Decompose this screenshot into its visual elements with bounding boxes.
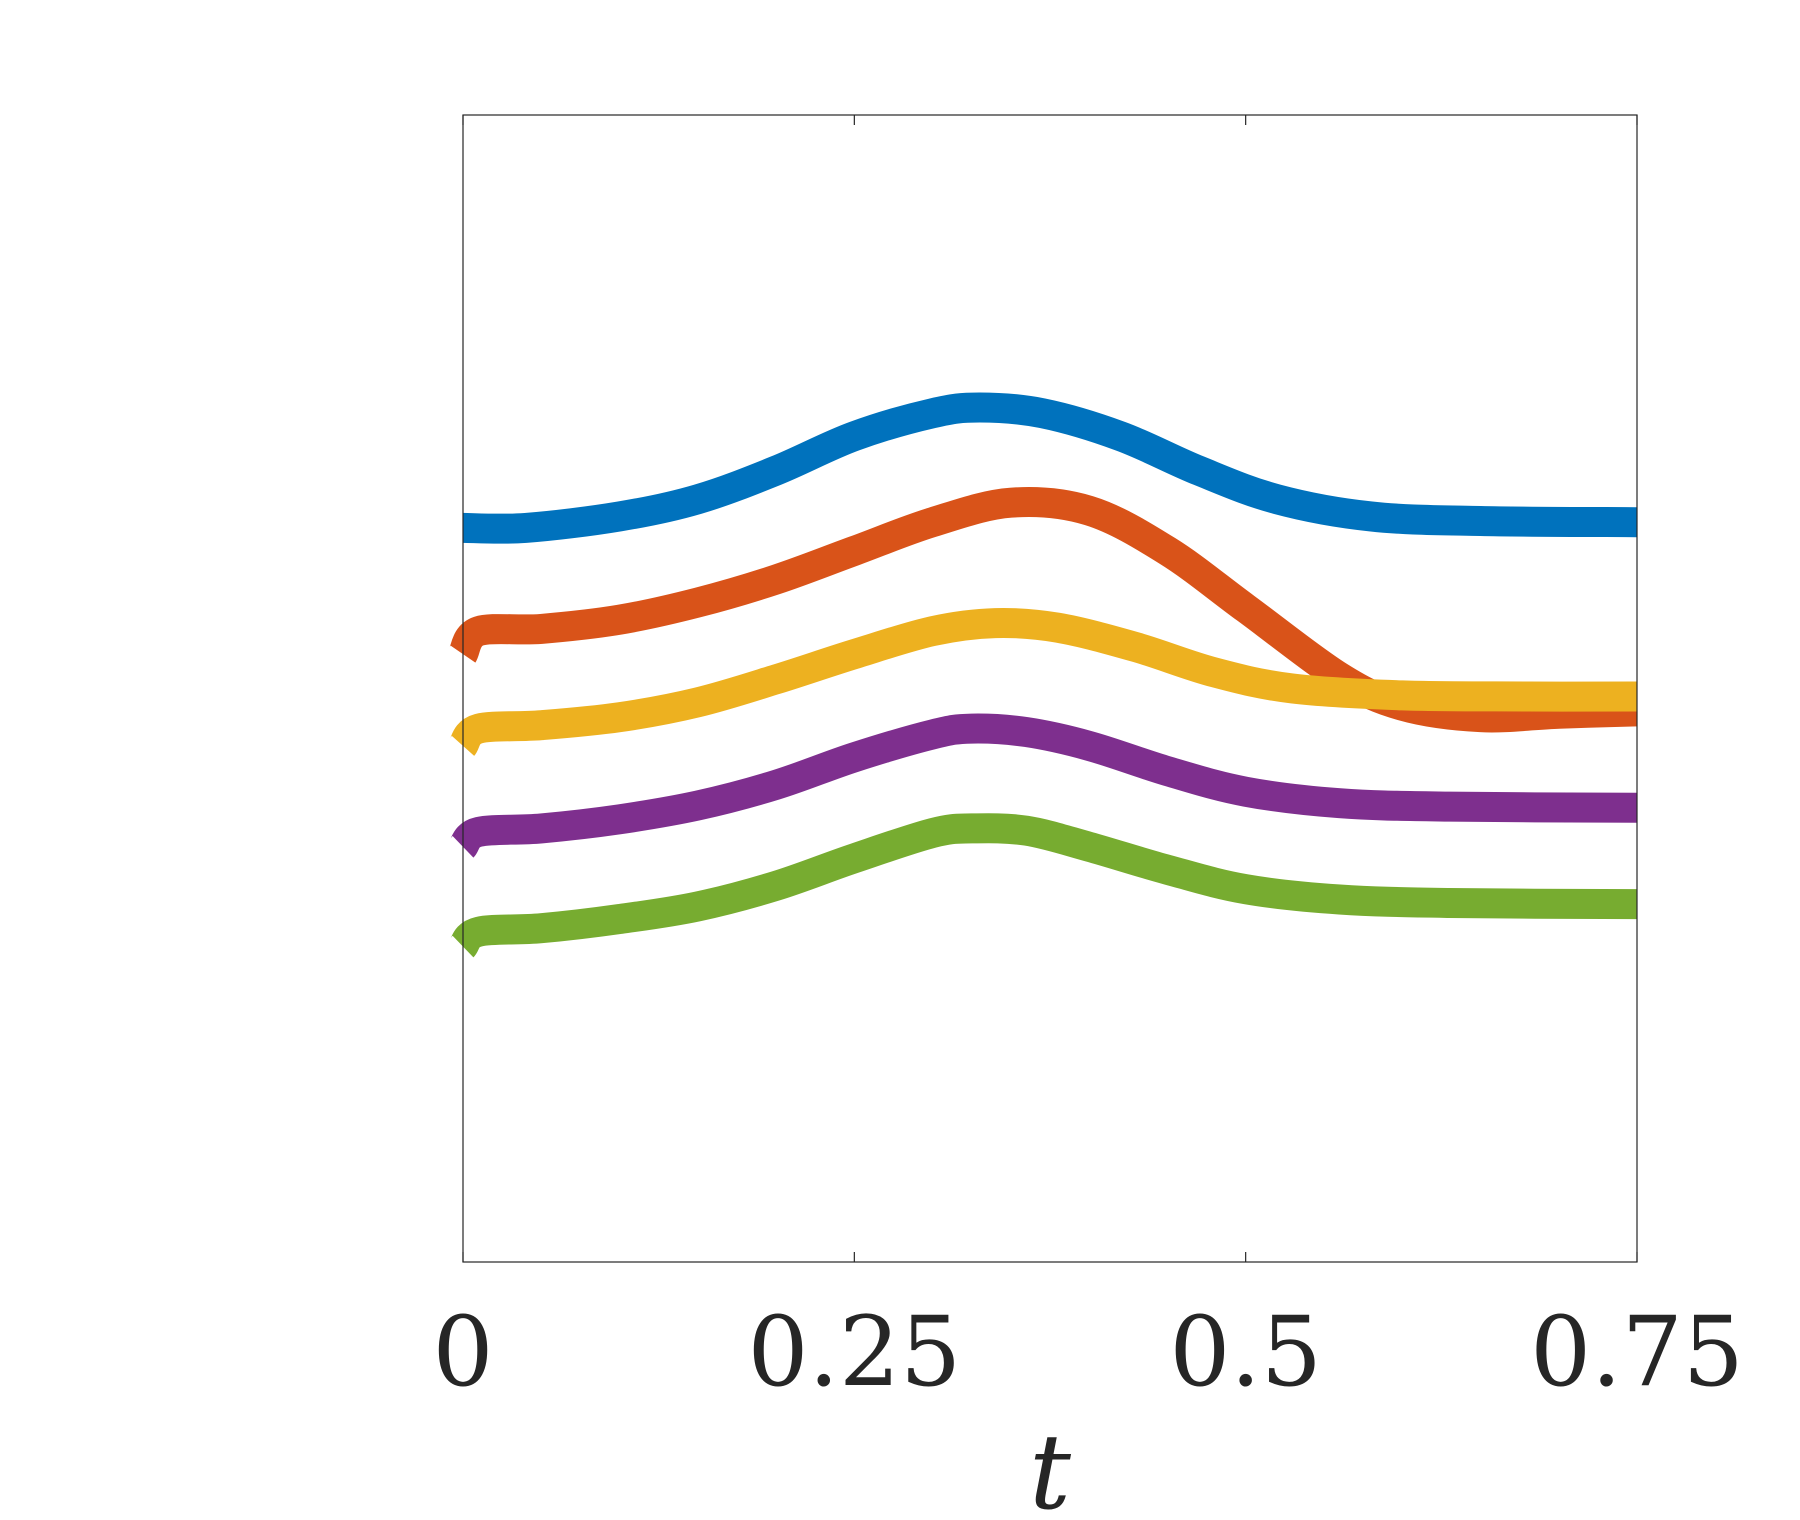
x-axis-label: t xyxy=(1029,1411,1071,1520)
tick-layer: 0 0.25 0.5 0.75 xyxy=(432,115,1744,1408)
series-line-3 xyxy=(450,607,1638,756)
series-line-5 xyxy=(450,813,1638,958)
plot-frame xyxy=(462,114,1638,1263)
x-tick-label: 0.25 xyxy=(747,1296,961,1408)
x-tick-label: 0.75 xyxy=(1530,1296,1744,1408)
x-tick-label: 0.5 xyxy=(1169,1296,1322,1408)
series-layer xyxy=(449,392,1638,958)
x-tick-label: 0 xyxy=(432,1296,493,1408)
series-line-4 xyxy=(450,713,1638,858)
series-line-1 xyxy=(462,392,1638,544)
